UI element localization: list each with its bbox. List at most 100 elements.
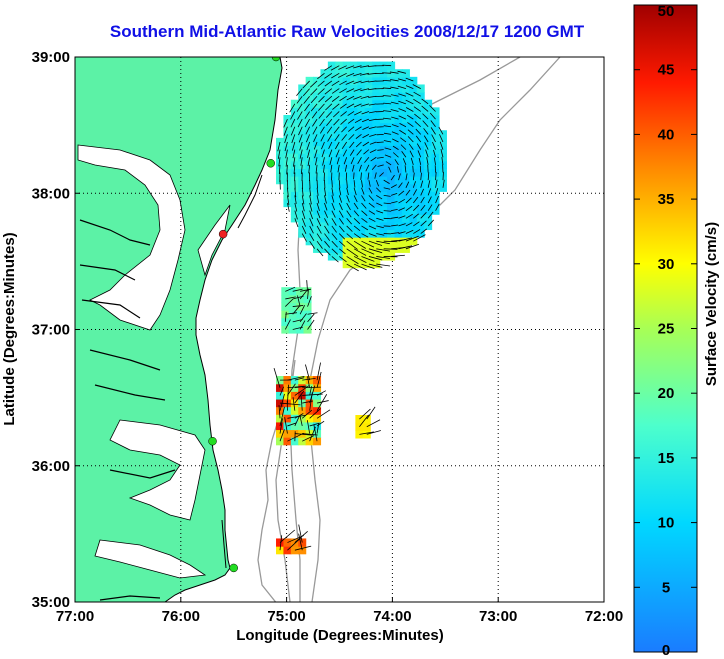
velocity-arrow [316, 240, 323, 249]
velocity-arrow [307, 313, 315, 323]
velocity-arrow [287, 202, 290, 212]
velocity-arrow [383, 202, 391, 205]
velocity-arrow [353, 180, 356, 188]
velocity-arrow [383, 187, 391, 190]
velocity-arrow [339, 103, 347, 109]
velocity-arrow [398, 100, 407, 105]
velocity-cell [288, 325, 297, 334]
velocity-cell [290, 137, 299, 147]
velocity-arrow [294, 413, 304, 419]
velocity-arrow [309, 233, 315, 242]
velocity-cell [281, 325, 290, 334]
x-axis-label: Longitude (Degrees:Minutes) [236, 627, 444, 644]
velocity-arrow [405, 77, 414, 82]
velocity-arrow [420, 220, 427, 227]
station-marker-0 [271, 57, 281, 62]
velocity-arrow [360, 65, 369, 68]
velocity-arrow [346, 256, 359, 265]
velocity-cell [320, 214, 329, 223]
velocity-cell [320, 206, 329, 215]
velocity-arrow [420, 204, 426, 211]
velocity-arrow [376, 240, 390, 245]
velocity-arrow [330, 65, 340, 71]
velocity-arrow [298, 134, 303, 143]
velocity-arrow [327, 134, 333, 142]
velocity-cell [350, 229, 359, 238]
velocity-arrow [413, 196, 419, 204]
velocity-arrow [302, 80, 310, 89]
velocity-arrow [303, 95, 310, 104]
velocity-cell [424, 214, 433, 223]
velocity-cell [401, 168, 410, 177]
velocity-arrow [368, 180, 371, 187]
velocity-arrow [309, 202, 313, 212]
velocity-arrow [292, 288, 303, 292]
velocity-arrow [391, 254, 405, 257]
velocity-arrow [331, 256, 339, 263]
velocity-cell [379, 145, 388, 154]
velocity-arrow [331, 95, 340, 102]
colorbar-tick-label-6: 30 [658, 256, 675, 273]
velocity-arrow [278, 164, 281, 174]
velocity-arrow [285, 298, 294, 307]
velocity-arrow [362, 134, 370, 139]
velocity-arrow [383, 248, 398, 250]
colorbar-tick-label-3: 15 [658, 450, 675, 467]
river-6 [99, 595, 161, 601]
velocity-arrow [285, 312, 297, 315]
velocity-arrow [409, 150, 414, 158]
x-tick-label-5: 72:00 [585, 608, 623, 625]
velocity-cell [283, 145, 292, 154]
velocity-arrow [346, 225, 353, 232]
velocity-arrow [349, 141, 355, 148]
velocity-arrow [440, 149, 444, 158]
colorbar-tick-label-0: 0 [662, 642, 670, 659]
barrier-island [237, 174, 263, 229]
velocity-cell [276, 376, 285, 385]
velocity-cell [372, 160, 381, 169]
velocity-cell [379, 130, 388, 139]
velocity-cell [350, 183, 359, 192]
velocity-arrow [306, 280, 308, 292]
velocity-cell [387, 176, 396, 185]
velocity-arrow [326, 118, 333, 127]
velocity-arrow [294, 384, 310, 396]
isobath-1 [309, 57, 561, 602]
velocity-arrow [294, 218, 299, 228]
velocity-arrow [413, 221, 420, 227]
velocity-cell [357, 107, 366, 116]
velocity-arrow [294, 210, 298, 220]
velocity-arrow [284, 417, 288, 434]
velocity-arrow [420, 196, 425, 204]
velocity-arrow [391, 209, 398, 212]
velocity-cell [372, 137, 381, 147]
velocity-arrow [382, 87, 392, 89]
velocity-arrow [422, 113, 429, 120]
velocity-arrow [351, 164, 355, 172]
velocity-cell [394, 237, 403, 246]
velocity-cell [298, 84, 307, 93]
velocity-arrow [353, 202, 359, 210]
velocity-cell [394, 221, 403, 231]
velocity-cell [283, 122, 292, 131]
velocity-arrow [297, 118, 303, 128]
velocity-cell [379, 69, 388, 78]
velocity-arrow [317, 73, 325, 80]
velocity-arrow [400, 137, 407, 143]
velocity-cell [394, 229, 403, 238]
velocity-arrow [299, 305, 306, 315]
velocity-arrow [346, 202, 351, 211]
velocity-arrow [301, 202, 305, 212]
velocity-arrow [391, 124, 399, 128]
velocity-arrow [427, 204, 433, 211]
velocity-arrow [435, 187, 439, 196]
velocity-arrow [405, 92, 414, 97]
velocity-arrow [414, 121, 422, 128]
velocity-arrow [390, 101, 399, 105]
velocity-arrow [294, 433, 312, 436]
velocity-arrow [321, 149, 325, 158]
velocity-arrow [442, 179, 445, 188]
velocity-cell [372, 122, 381, 131]
velocity-arrow [339, 248, 346, 255]
velocity-cell [357, 221, 366, 231]
